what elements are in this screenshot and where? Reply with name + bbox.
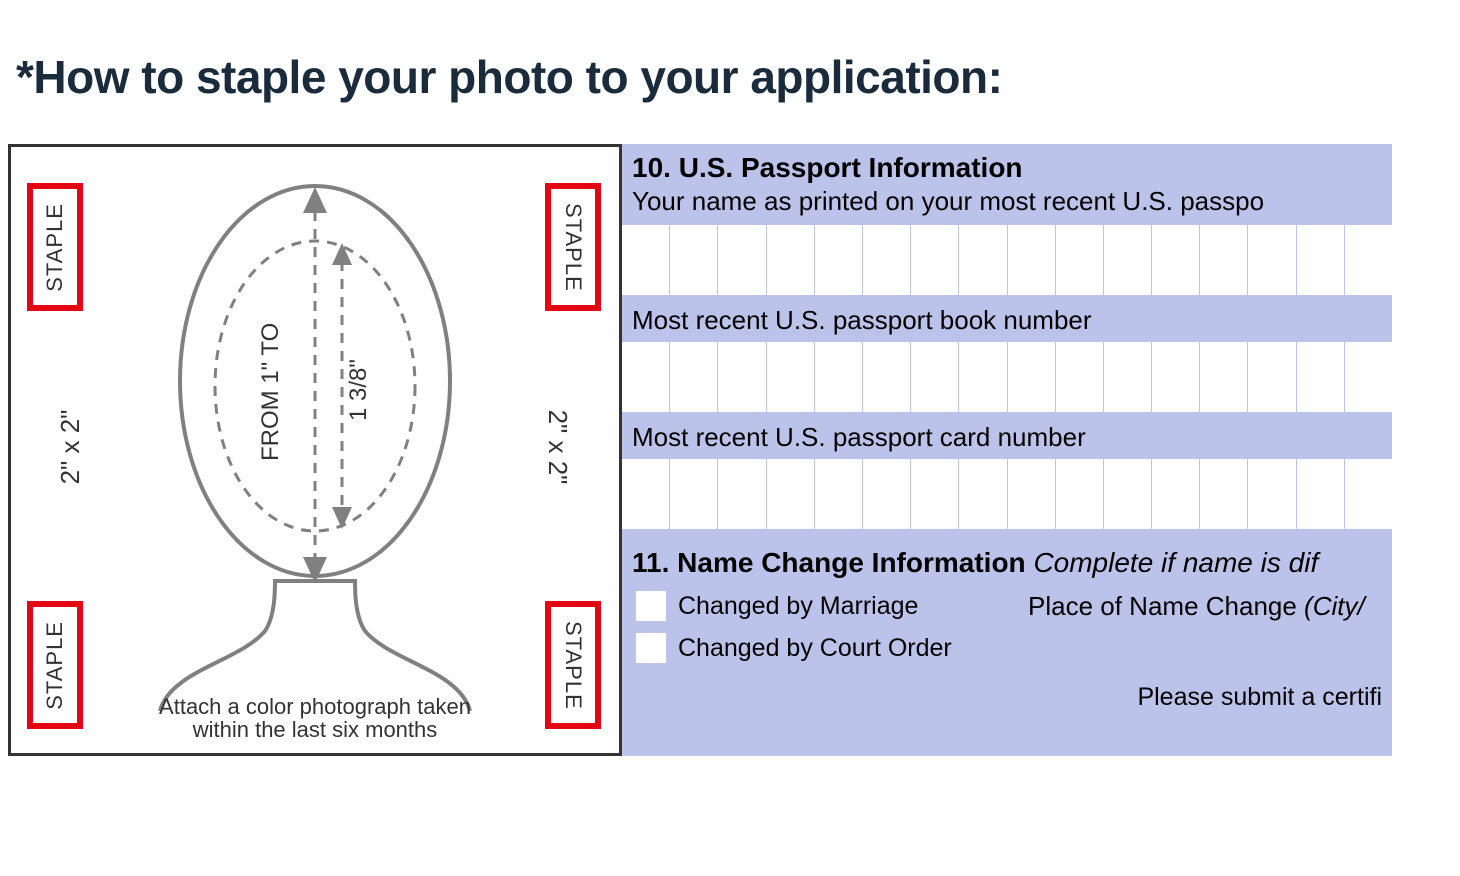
section-11-title: 11. Name Change Information Complete if … bbox=[632, 539, 1382, 579]
staple-marker-top-left: STAPLE bbox=[27, 183, 83, 311]
input-cell[interactable] bbox=[959, 225, 1007, 295]
input-cell[interactable] bbox=[1056, 225, 1104, 295]
input-cell[interactable] bbox=[1200, 225, 1248, 295]
input-cell[interactable] bbox=[1104, 225, 1152, 295]
photo-caption-line1: Attach a color photograph taken bbox=[159, 694, 471, 719]
input-cell[interactable] bbox=[863, 225, 911, 295]
staple-label: STAPLE bbox=[560, 621, 586, 710]
staple-marker-bottom-left: STAPLE bbox=[27, 601, 83, 729]
input-cell[interactable] bbox=[1056, 459, 1104, 529]
head-measure-value: 1 3/8" bbox=[345, 359, 372, 421]
input-cell[interactable] bbox=[1008, 225, 1056, 295]
input-cell[interactable] bbox=[815, 225, 863, 295]
input-cell[interactable] bbox=[622, 342, 670, 412]
passport-form-panel: 10. U.S. Passport Information Your name … bbox=[622, 144, 1392, 756]
photo-dimension-left: 2" x 2" bbox=[55, 410, 86, 485]
input-cell[interactable] bbox=[718, 459, 766, 529]
input-cell[interactable] bbox=[1248, 459, 1296, 529]
input-cell[interactable] bbox=[1056, 342, 1104, 412]
input-cell[interactable] bbox=[670, 342, 718, 412]
input-cell[interactable] bbox=[767, 225, 815, 295]
photo-dimension-right: 2" x 2" bbox=[542, 410, 573, 485]
section-10-title: 10. U.S. Passport Information bbox=[622, 144, 1392, 184]
checkbox-court[interactable] bbox=[636, 633, 666, 663]
input-cell[interactable] bbox=[1200, 342, 1248, 412]
book-number-label: Most recent U.S. passport book number bbox=[622, 295, 1392, 342]
photo-diagram-panel: STAPLE STAPLE STAPLE STAPLE 2" x 2" 2" x… bbox=[8, 144, 622, 756]
input-cell[interactable] bbox=[863, 459, 911, 529]
input-cell[interactable] bbox=[959, 459, 1007, 529]
card-number-input-row[interactable] bbox=[622, 459, 1392, 529]
book-number-input-row[interactable] bbox=[622, 342, 1392, 412]
content-row: STAPLE STAPLE STAPLE STAPLE 2" x 2" 2" x… bbox=[0, 144, 1400, 756]
head-measure-from-label: FROM 1" TO bbox=[257, 323, 284, 461]
input-cell[interactable] bbox=[1345, 225, 1392, 295]
page-title: *How to staple your photo to your applic… bbox=[0, 0, 1460, 144]
input-cell[interactable] bbox=[622, 225, 670, 295]
input-cell[interactable] bbox=[1152, 459, 1200, 529]
input-cell[interactable] bbox=[767, 342, 815, 412]
input-cell[interactable] bbox=[1152, 225, 1200, 295]
input-cell[interactable] bbox=[670, 225, 718, 295]
input-cell[interactable] bbox=[1297, 342, 1345, 412]
input-cell[interactable] bbox=[767, 459, 815, 529]
input-cell[interactable] bbox=[1248, 225, 1296, 295]
input-cell[interactable] bbox=[670, 459, 718, 529]
staple-marker-bottom-right: STAPLE bbox=[545, 601, 601, 729]
input-cell[interactable] bbox=[1200, 459, 1248, 529]
input-cell[interactable] bbox=[1297, 225, 1345, 295]
changed-by-court-row[interactable]: Changed by Court Order bbox=[632, 627, 992, 669]
input-cell[interactable] bbox=[911, 459, 959, 529]
input-cell[interactable] bbox=[911, 225, 959, 295]
input-cell[interactable] bbox=[1297, 459, 1345, 529]
input-cell[interactable] bbox=[1152, 342, 1200, 412]
section-11: 11. Name Change Information Complete if … bbox=[622, 529, 1392, 669]
input-cell[interactable] bbox=[718, 225, 766, 295]
input-cell[interactable] bbox=[1248, 342, 1296, 412]
staple-label: STAPLE bbox=[42, 621, 68, 710]
input-cell[interactable] bbox=[1008, 459, 1056, 529]
section-10-subtitle: Your name as printed on your most recent… bbox=[622, 184, 1392, 225]
photo-caption: Attach a color photograph taken within t… bbox=[85, 695, 545, 741]
certify-text: Please submit a certifi bbox=[622, 669, 1392, 712]
input-cell[interactable] bbox=[1008, 342, 1056, 412]
input-cell[interactable] bbox=[815, 459, 863, 529]
photo-caption-line2: within the last six months bbox=[193, 717, 438, 742]
input-cell[interactable] bbox=[1345, 459, 1392, 529]
input-cell[interactable] bbox=[1104, 342, 1152, 412]
input-cell[interactable] bbox=[815, 342, 863, 412]
place-of-name-change-label: Place of Name Change (City/ bbox=[1028, 585, 1382, 622]
input-cell[interactable] bbox=[1345, 342, 1392, 412]
staple-label: STAPLE bbox=[42, 203, 68, 292]
staple-label: STAPLE bbox=[560, 203, 586, 292]
card-number-label: Most recent U.S. passport card number bbox=[622, 412, 1392, 459]
checkbox-marriage-label: Changed by Marriage bbox=[678, 592, 918, 621]
changed-by-marriage-row[interactable]: Changed by Marriage bbox=[632, 585, 992, 627]
checkbox-court-label: Changed by Court Order bbox=[678, 634, 952, 663]
checkbox-marriage[interactable] bbox=[636, 591, 666, 621]
name-input-row[interactable] bbox=[622, 225, 1392, 295]
head-outline-diagram: FROM 1" TO 1 3/8" bbox=[100, 151, 530, 711]
input-cell[interactable] bbox=[863, 342, 911, 412]
staple-marker-top-right: STAPLE bbox=[545, 183, 601, 311]
input-cell[interactable] bbox=[622, 459, 670, 529]
input-cell[interactable] bbox=[911, 342, 959, 412]
input-cell[interactable] bbox=[1104, 459, 1152, 529]
input-cell[interactable] bbox=[718, 342, 766, 412]
input-cell[interactable] bbox=[959, 342, 1007, 412]
